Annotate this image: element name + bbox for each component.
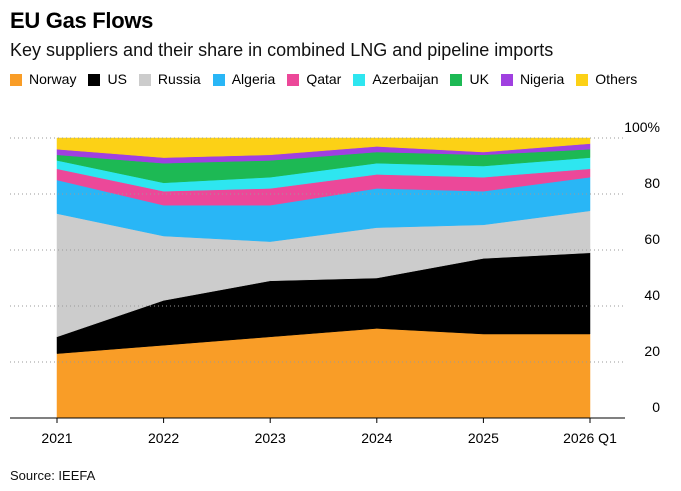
legend-swatch — [138, 73, 151, 86]
x-tick-label: 2021 — [41, 430, 72, 446]
legend-item-uk: UK — [450, 69, 489, 90]
legend-swatch — [576, 73, 589, 86]
y-tick-label: 0 — [652, 399, 660, 415]
y-tick-label: 40 — [644, 287, 660, 303]
source-note: Source: IEEFA — [10, 468, 96, 483]
legend-label: Algeria — [231, 71, 276, 87]
y-tick-label: 80 — [644, 175, 660, 191]
legend-item-qatar: Qatar — [287, 69, 341, 90]
legend-swatch — [353, 73, 366, 86]
legend-swatch — [88, 73, 101, 86]
legend-item-azerbaijan: Azerbaijan — [353, 69, 438, 90]
legend-label: UK — [469, 71, 489, 87]
legend: Norway US Russia Algeria Qatar Azerbaijan UK Ni… — [10, 69, 670, 92]
legend-label: Qatar — [306, 71, 342, 87]
x-tick-label: 2022 — [148, 430, 179, 446]
y-tick-label: 20 — [644, 343, 660, 359]
y-tick-label: 100% — [624, 119, 660, 135]
legend-item-nigeria: Nigeria — [500, 69, 565, 90]
legend-swatch — [10, 73, 22, 86]
legend-label: Azerbaijan — [372, 71, 439, 87]
legend-swatch — [500, 73, 513, 86]
y-tick-label: 60 — [644, 231, 660, 247]
legend-label: Norway — [29, 71, 77, 87]
legend-label: Russia — [157, 71, 201, 87]
legend-item-others: Others — [576, 69, 637, 90]
x-tick-label: 2024 — [361, 430, 392, 446]
x-tick-label: 2026 Q1 — [563, 430, 617, 446]
chart-title: EU Gas Flows — [10, 8, 154, 33]
chart-subtitle: Key suppliers and their share in combine… — [10, 40, 554, 60]
legend-label: Others — [595, 71, 638, 87]
legend-swatch — [287, 73, 300, 86]
legend-item-russia: Russia — [138, 69, 201, 90]
legend-swatch — [450, 73, 463, 86]
x-tick-label: 2023 — [255, 430, 286, 446]
legend-item-algeria: Algeria — [212, 69, 276, 90]
legend-item-us: US — [88, 69, 127, 90]
legend-label: Nigeria — [519, 71, 565, 87]
legend-item-norway: Norway — [10, 69, 76, 90]
legend-swatch — [212, 73, 225, 86]
legend-label: US — [107, 71, 127, 87]
x-tick-label: 2025 — [468, 430, 499, 446]
